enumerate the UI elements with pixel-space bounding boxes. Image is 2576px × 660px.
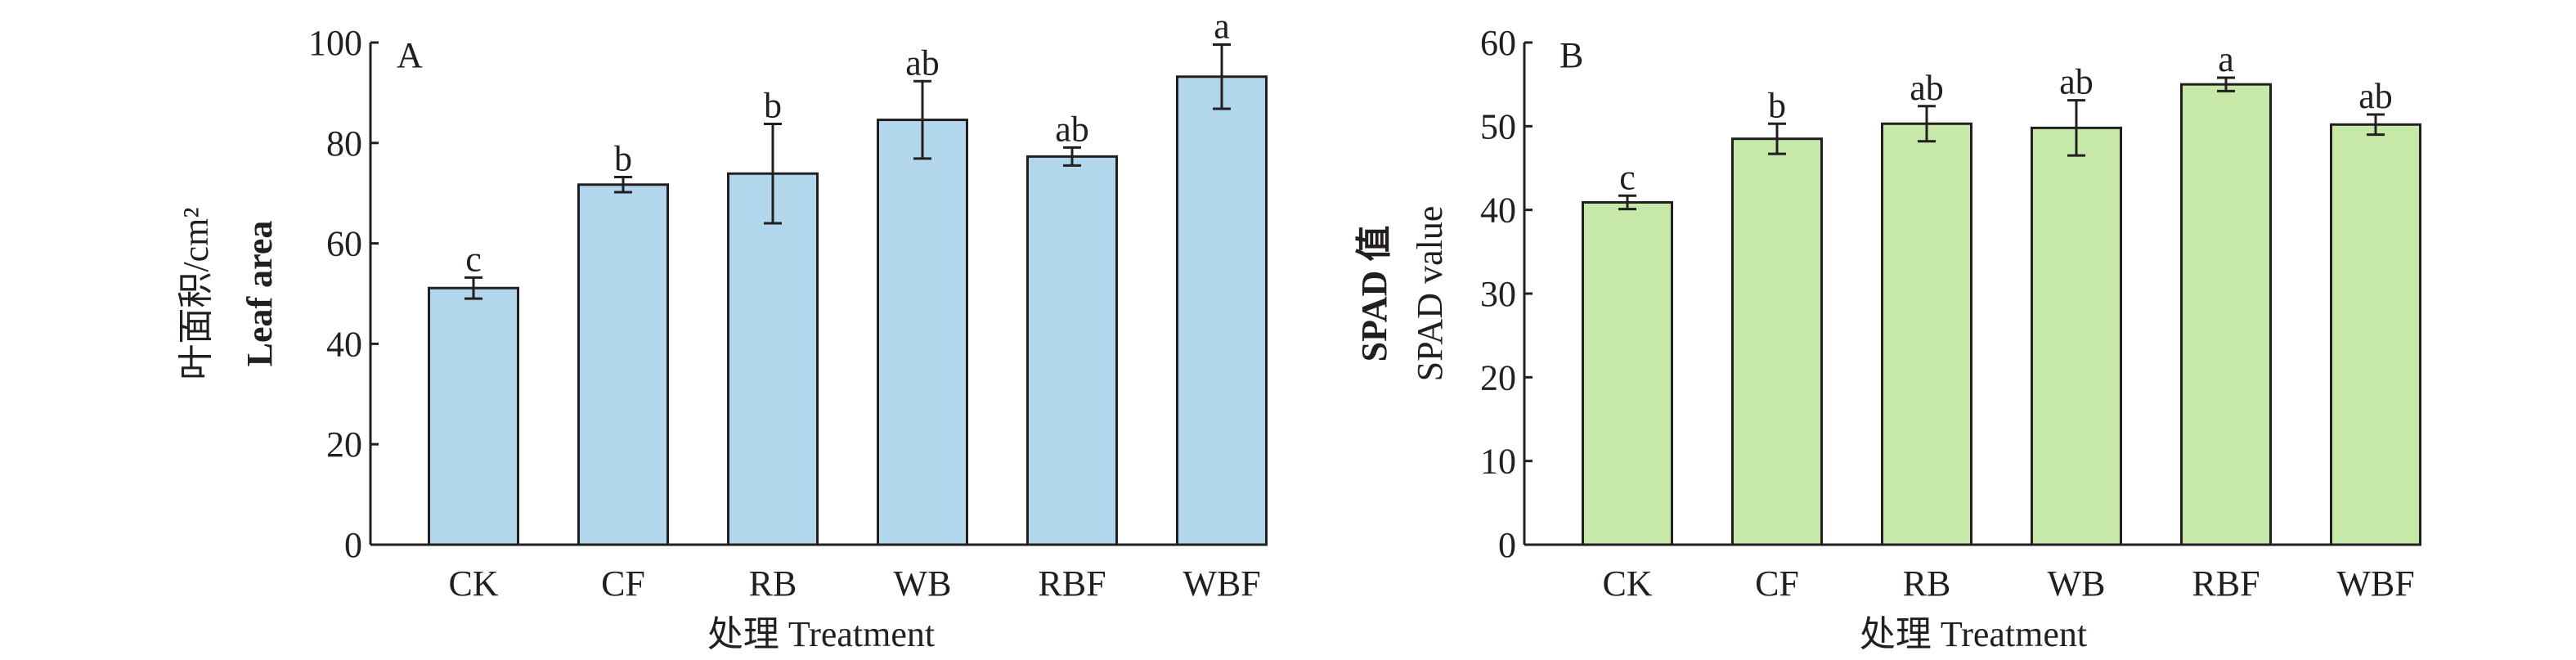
bar-WBF [2330, 123, 2421, 546]
y-tick-label: 100 [308, 23, 362, 63]
significance-label: ab [2059, 62, 2094, 102]
x-tick-label: RB [1903, 563, 1951, 604]
y-tick-label: 60 [326, 224, 362, 264]
x-tick-label: CF [601, 563, 645, 604]
x-tick-label: WB [894, 563, 952, 604]
y-tick-label: 0 [344, 525, 362, 565]
y-tick-label: 40 [326, 324, 362, 364]
y-tick-label: 80 [326, 123, 362, 164]
y-tick-label: 20 [326, 424, 362, 465]
y-tick-label: 50 [1480, 106, 1516, 146]
x-tick-label: CF [1755, 563, 1799, 604]
y-axis-label-line-2: Leaf area [240, 221, 280, 367]
y-axis-label-line-1: 叶面积/cm² [176, 207, 216, 379]
y-tick-label: 40 [1480, 191, 1516, 231]
significance-label: b [764, 85, 782, 125]
y-axis-label-line-2: SPAD value [1410, 206, 1450, 382]
x-tick-label: CK [1602, 563, 1652, 604]
panel-label: A [397, 35, 423, 75]
bar-WB [2031, 126, 2122, 546]
y-tick-label: 0 [1498, 525, 1516, 565]
significance-label: b [614, 139, 632, 179]
x-tick-label: WBF [2336, 563, 2414, 604]
significance-label: a [1214, 6, 1230, 46]
chart-panel-A: c CK b CF b RB ab WB ab RBF a WBF 0 20 40 60 80 100 A 叶面积/c… [176, 6, 1268, 654]
panel-label: B [1560, 35, 1583, 75]
x-tick-label: CK [448, 563, 498, 604]
x-axis-label: 处理 Treatment [707, 614, 935, 654]
y-tick-label: 30 [1480, 274, 1516, 314]
bar-CF [577, 183, 669, 546]
significance-label: ab [2358, 76, 2393, 116]
bar-CK [428, 286, 519, 546]
y-tick-label: 20 [1480, 357, 1516, 397]
significance-label: ab [905, 43, 940, 83]
significance-label: ab [1910, 68, 1944, 108]
significance-label: c [465, 239, 482, 279]
x-tick-label: RB [749, 563, 797, 604]
bar-RB [727, 172, 819, 546]
bar-RBF [2180, 83, 2272, 546]
bar-CF [1731, 137, 1823, 546]
y-axis-label-line-1: SPAD 值 [1354, 226, 1394, 362]
bar-CK [1582, 200, 1673, 546]
y-tick-label: 60 [1480, 23, 1516, 63]
x-tick-label: WB [2048, 563, 2106, 604]
bar-RBF [1026, 155, 1118, 546]
chart-panel-B: c CK b CF ab RB ab WB a RBF ab WBF 0 10 20 30 40 50 60 B SPA… [1354, 23, 2421, 654]
x-tick-label: RBF [1038, 563, 1106, 604]
x-tick-label: RBF [2192, 563, 2260, 604]
x-tick-label: WBF [1183, 563, 1260, 604]
bar-WB [877, 119, 968, 546]
significance-label: b [1768, 85, 1786, 125]
significance-label: c [1619, 157, 1636, 197]
x-axis-label: 处理 Treatment [1860, 614, 2087, 654]
significance-label: ab [1055, 109, 1089, 149]
y-tick-label: 10 [1480, 442, 1516, 482]
bar-RB [1881, 122, 1972, 546]
bar-WBF [1176, 75, 1268, 546]
significance-label: a [2218, 39, 2234, 79]
